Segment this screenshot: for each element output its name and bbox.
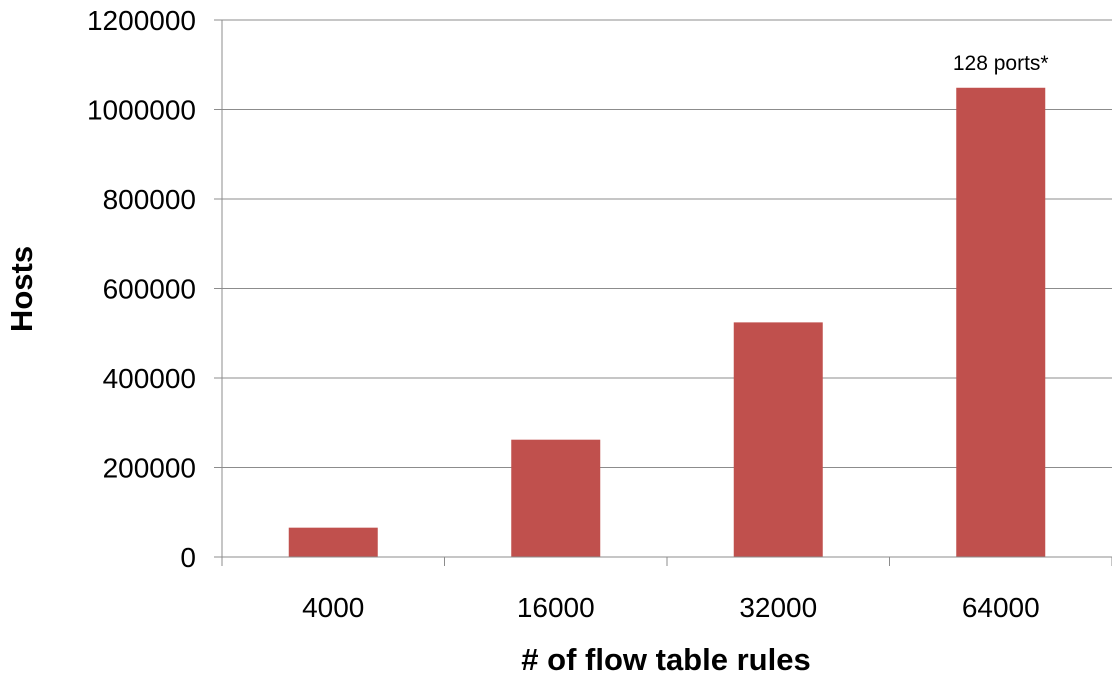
y-tick-label: 0 xyxy=(180,542,196,573)
y-tick-label: 800000 xyxy=(103,184,196,215)
bar-4000 xyxy=(288,527,378,557)
bar-16000 xyxy=(511,439,601,557)
y-tick-label: 600000 xyxy=(103,274,196,305)
y-tick-label: 200000 xyxy=(103,453,196,484)
x-tick-labels: 4000 16000 32000 64000 xyxy=(302,592,1040,623)
x-tick-label: 16000 xyxy=(517,592,595,623)
y-tick-label: 1000000 xyxy=(87,95,196,126)
annotations: 128 ports* xyxy=(953,52,1049,75)
x-tick-label: 32000 xyxy=(739,592,817,623)
bar-annotation: 128 ports* xyxy=(953,52,1049,75)
x-tick-label: 64000 xyxy=(962,592,1040,623)
bar-64000 xyxy=(956,87,1046,557)
x-axis-title: # of flow table rules xyxy=(521,642,810,677)
x-tick-label: 4000 xyxy=(302,592,364,623)
y-axis-title: Hosts xyxy=(4,246,39,332)
y-tick-label: 400000 xyxy=(103,363,196,394)
bars xyxy=(288,87,1046,557)
y-tick-label: 1200000 xyxy=(87,5,196,36)
bar-32000 xyxy=(733,322,823,557)
y-tick-labels: 0 200000 400000 600000 800000 1000000 1200000 xyxy=(87,5,196,573)
axes xyxy=(221,20,1112,566)
